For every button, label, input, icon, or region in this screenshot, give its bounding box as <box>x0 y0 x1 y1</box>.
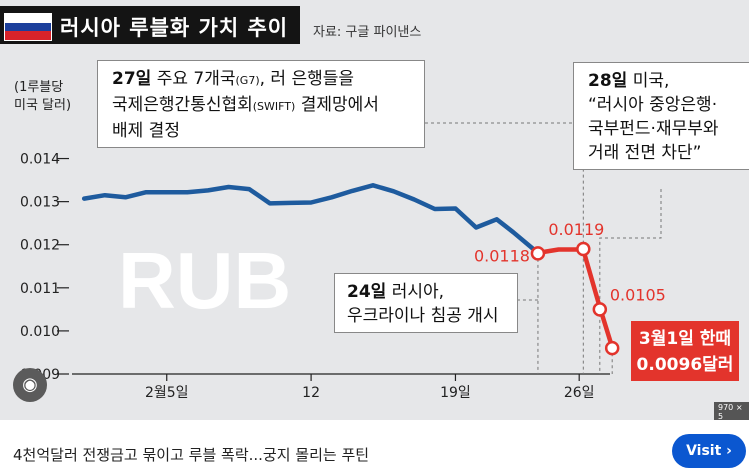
last-value-line2: 0.0096달러 <box>636 355 734 375</box>
invasion-note-line2: 우크라이나 침공 개시 <box>347 306 499 326</box>
visit-button[interactable]: Visit › <box>672 434 746 468</box>
y-tick-label: 0.011 <box>20 281 60 297</box>
y-tick-label: 0.010 <box>20 324 60 340</box>
data-point <box>604 340 620 356</box>
russia-flag-icon <box>4 13 52 41</box>
x-tick-label: 12 <box>302 385 320 401</box>
last-value-line1: 3월1일 한때 <box>638 329 732 349</box>
image-caption[interactable]: 4천억달러 전쟁금고 묶이고 루블 폭락...궁지 몰리는 푸틴 <box>13 446 370 464</box>
march-note-day: 28일 <box>588 71 628 91</box>
y-axis-label-line1: (1루블당 <box>14 80 63 95</box>
g7-note-line1b: , 러 은행들을 <box>259 69 355 89</box>
title-bar: 러시아 루블화 가치 추이 <box>0 6 300 44</box>
y-axis-label-line2: 미국 달러) <box>14 98 71 113</box>
data-point-label: 0.0118 <box>474 246 530 265</box>
march-note-line3: 국부펀드·재무부와 <box>588 119 719 139</box>
data-point <box>576 241 591 257</box>
x-tick-label: 19일 <box>440 385 471 401</box>
x-tick-label: 26일 <box>564 385 595 401</box>
x-axis: 2월5일 12 19일 26일 <box>72 373 610 401</box>
us-sanction-note: 28일 미국, “러시아 중앙은행· 국부펀드·재무부와 거래 전면 차단” <box>573 62 749 170</box>
g7-note-line2b: 결제망에서 <box>295 95 379 115</box>
series-line-blue <box>81 183 541 256</box>
invasion-note-line1: 러시아, <box>386 282 445 302</box>
march-note-line1: 미국, <box>627 71 670 91</box>
data-point-label: 0.0105 <box>610 285 666 304</box>
x-tick-label: 2월5일 <box>145 385 189 401</box>
line-chart: RUB (1루블당 미국 달러) 0.014 0.013 0.012 0.011 0.0… <box>14 80 666 401</box>
chart-title: 러시아 루블화 가치 추이 <box>60 16 289 40</box>
y-tick-label: 0.012 <box>20 238 60 254</box>
last-value-callout: 3월1일 한때 0.0096달러 <box>631 321 739 381</box>
series-line-red <box>535 247 615 350</box>
rub-watermark: RUB <box>118 236 291 325</box>
data-point <box>530 246 546 261</box>
image-dimensions: 970 × 5 <box>714 402 749 420</box>
y-tick-label: 0.014 <box>20 152 60 168</box>
invasion-note: 24일 러시아, 우크라이나 침공 개시 <box>334 273 518 333</box>
g7-note-line2a: 국제은행간통신협회 <box>112 95 253 115</box>
point-group: 0.0118 0.0119 0.0105 <box>474 220 666 356</box>
g7-note-g7: (G7) <box>235 74 260 87</box>
march-note-line2: “러시아 중앙은행· <box>588 95 718 115</box>
march-note-line4: 거래 전면 차단” <box>588 143 702 163</box>
lens-icon: ◉ <box>22 374 38 395</box>
march-note-guide <box>599 189 662 374</box>
lens-search-button[interactable]: ◉ <box>13 368 47 402</box>
data-point-label: 0.0119 <box>548 220 604 239</box>
g7-note-swift: (SWIFT) <box>252 100 296 113</box>
source-label: 자료: 구글 파이낸스 <box>313 25 422 40</box>
invasion-note-day: 24일 <box>347 282 387 302</box>
g7-note-line1: 주요 7개국 <box>151 69 236 89</box>
chart-panel: 러시아 루블화 가치 추이 자료: 구글 파이낸스 RUB (1루블당 미국 달… <box>0 0 749 420</box>
g7-swift-note: 27일 주요 7개국(G7), 러 은행들을 국제은행간통신협회(SWIFT) … <box>97 60 425 148</box>
y-tick-label: 0.013 <box>20 195 60 211</box>
g7-note-line3: 배제 결정 <box>112 121 180 141</box>
g7-note-day: 27일 <box>112 69 152 89</box>
data-point <box>592 302 608 317</box>
